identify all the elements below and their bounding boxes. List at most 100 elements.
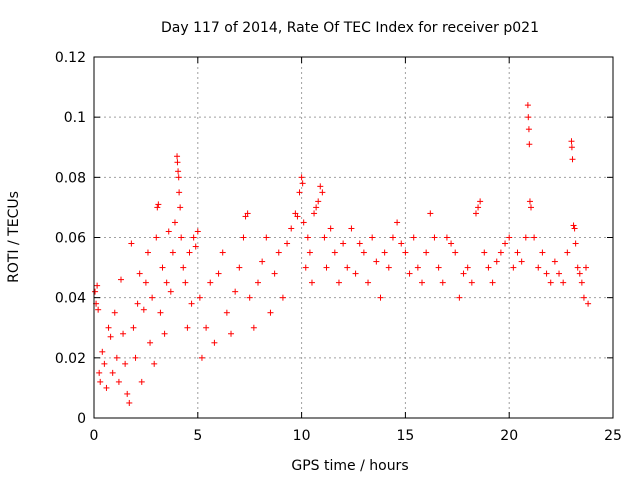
data-point [551, 258, 558, 265]
data-point [402, 249, 409, 256]
data-point [564, 249, 571, 256]
data-point [373, 258, 380, 265]
data-point [456, 294, 463, 301]
data-point [113, 354, 120, 361]
data-point [188, 300, 195, 307]
x-tick-label: 10 [293, 428, 311, 444]
data-point [250, 324, 257, 331]
data-point [464, 264, 471, 271]
data-point [569, 156, 576, 163]
data-point [352, 270, 359, 277]
data-point [525, 114, 532, 121]
data-point [284, 240, 291, 247]
data-point [92, 288, 99, 295]
data-point [572, 240, 579, 247]
data-point [165, 228, 172, 235]
data-point [568, 144, 575, 151]
data-point [570, 222, 577, 229]
data-point [568, 138, 575, 145]
data-point [317, 183, 324, 190]
data-point [111, 309, 118, 316]
y-tick-label: 0.12 [55, 50, 86, 66]
data-point [171, 219, 178, 226]
data-point [279, 294, 286, 301]
data-point [556, 270, 563, 277]
data-point [99, 348, 106, 355]
y-tick-label: 0.02 [55, 351, 86, 367]
data-point [385, 264, 392, 271]
data-point [115, 378, 122, 385]
data-point [294, 213, 301, 220]
data-point [120, 330, 127, 337]
data-point [578, 279, 585, 286]
data-point [298, 174, 305, 181]
data-point [109, 369, 116, 376]
data-point [321, 234, 328, 241]
data-point [147, 339, 154, 346]
data-point [144, 249, 151, 256]
data-point [196, 294, 203, 301]
data-point [263, 234, 270, 241]
data-point [472, 210, 479, 217]
data-point [493, 258, 500, 265]
data-point [525, 126, 532, 133]
data-point [215, 270, 222, 277]
data-point [313, 204, 320, 211]
data-point [419, 279, 426, 286]
data-point [219, 249, 226, 256]
y-axis-label: ROTI / TECUs [6, 191, 22, 283]
data-point [344, 264, 351, 271]
data-point [178, 234, 185, 241]
data-point [136, 270, 143, 277]
x-tick-label: 5 [193, 428, 202, 444]
y-tick-label: 0 [77, 411, 86, 427]
data-point [169, 249, 176, 256]
data-point [443, 234, 450, 241]
data-point [142, 279, 149, 286]
data-point [576, 270, 583, 277]
data-point [163, 279, 170, 286]
data-point [481, 249, 488, 256]
data-point [236, 264, 243, 271]
data-point [157, 309, 164, 316]
data-point [331, 249, 338, 256]
axis-ticks: 0 0.02 0.04 0.06 0.08 0.1 0.12 0 5 10 15 20 25 [55, 50, 622, 444]
data-point [335, 279, 342, 286]
data-point [132, 354, 139, 361]
data-point [292, 210, 299, 217]
data-point [524, 102, 531, 109]
data-point [477, 198, 484, 205]
data-point [159, 264, 166, 271]
data-point [514, 249, 521, 256]
data-point [439, 279, 446, 286]
y-tick-label: 0.08 [55, 170, 86, 186]
data-point [267, 309, 274, 316]
data-point [153, 234, 160, 241]
data-point [167, 288, 174, 295]
data-point [304, 234, 311, 241]
data-point [406, 270, 413, 277]
data-point [323, 264, 330, 271]
y-tick-label: 0.1 [64, 110, 86, 126]
data-point [356, 240, 363, 247]
data-point [190, 234, 197, 241]
data-point [244, 210, 251, 217]
data-point [259, 258, 266, 265]
data-point [176, 189, 183, 196]
data-point [174, 159, 181, 166]
data-point [526, 198, 533, 205]
data-point [117, 276, 124, 283]
data-point [502, 240, 509, 247]
data-point [306, 249, 313, 256]
data-point [489, 279, 496, 286]
data-point [475, 204, 482, 211]
data-point [518, 258, 525, 265]
data-point [203, 324, 210, 331]
data-point [311, 210, 318, 217]
data-point [460, 270, 467, 277]
data-point [539, 249, 546, 256]
data-point [531, 234, 538, 241]
data-point [543, 270, 550, 277]
data-point [207, 279, 214, 286]
